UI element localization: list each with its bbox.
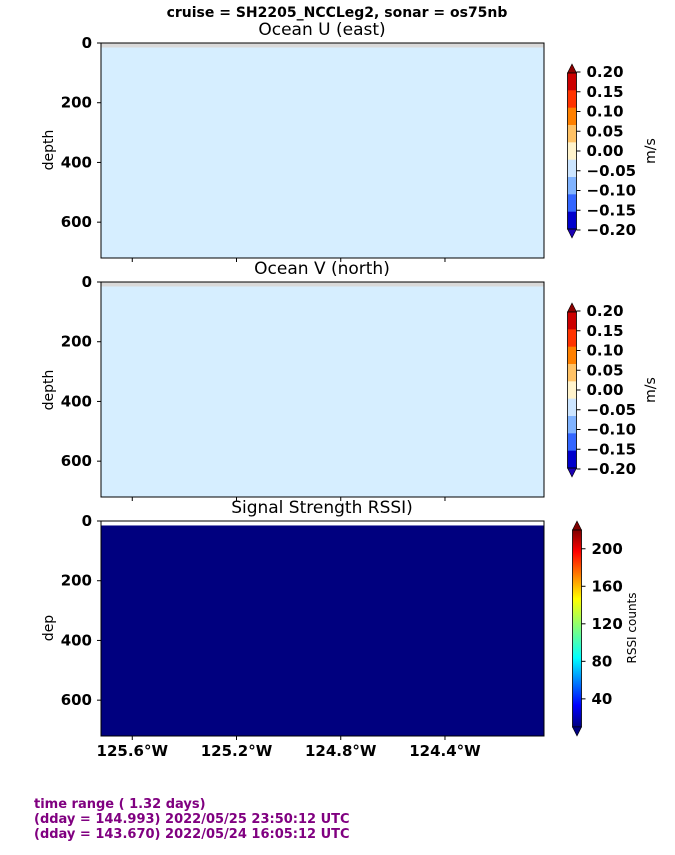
data-field	[101, 282, 544, 497]
y-tick-label: 400	[61, 392, 92, 410]
y-tick-label: 600	[61, 691, 92, 709]
colorbar-segment	[567, 346, 577, 365]
colorbar-tick-label: 0.05	[587, 361, 624, 379]
colorbar-segment	[567, 364, 577, 382]
colorbar-tick-label: −0.05	[587, 162, 637, 180]
y-tick-label: 200	[61, 94, 92, 112]
colorbar-tick-label: 200	[592, 540, 623, 558]
no-data-band	[101, 282, 544, 287]
y-tick-label: 400	[61, 153, 92, 171]
x-tick-label: 125.2°W	[201, 742, 273, 760]
colorbar-tick-label: −0.10	[587, 421, 637, 439]
axes-frame	[100, 42, 545, 259]
colorbar-tick-label: 160	[592, 577, 623, 595]
colorbar-tick-label: −0.20	[587, 221, 637, 239]
colorbar-tick-label: 40	[592, 690, 613, 708]
colorbar-tick-label: −0.15	[587, 201, 637, 219]
y-tick-label: 200	[61, 333, 92, 351]
panel-ocean-u-title: Ocean U (east)	[258, 20, 385, 40]
panel-ocean-v-title: Ocean V (north)	[254, 259, 390, 279]
time-range-footer: time range ( 1.32 days) (dday = 144.993)…	[34, 797, 350, 842]
y-tick-label: 200	[61, 572, 92, 590]
rssi-plot-area: 0 200 400 600	[61, 512, 545, 740]
time-range-start-line: (dday = 143.670) 2022/05/24 16:05:12 UTC	[34, 827, 350, 842]
colorbar-segment	[567, 211, 577, 230]
y-tick-label: 0	[82, 34, 92, 52]
colorbar-segment	[567, 416, 577, 434]
colorbar-extend-top	[567, 63, 577, 74]
colorbar-segment	[567, 450, 577, 469]
colorbar-extend-bottom	[572, 726, 582, 737]
data-field	[101, 521, 544, 736]
colorbar-extend-top	[567, 302, 577, 313]
colorbar-tick-label: 0.05	[587, 122, 624, 140]
colorbar-segment	[567, 381, 577, 400]
figure-suptitle: cruise = SH2205_NCCLeg2, sonar = os75nb	[167, 5, 508, 21]
colorbar-extend-bottom	[567, 467, 577, 478]
colorbar-segment	[567, 329, 577, 348]
ocean-v-plot-area: 0 200 400 600	[61, 273, 545, 501]
colorbar-gradient	[572, 529, 582, 728]
ocean-u-plot-area: 0 200 400 600	[61, 34, 545, 262]
ocean-v-ylabel: depth	[41, 370, 57, 411]
colorbar-tick-label: 0.00	[587, 381, 624, 399]
panel-ocean-u: Ocean U (east) 0 200 400 600 depth 0.20 0.15…	[41, 20, 659, 262]
rssi-ylabel: dep	[41, 615, 57, 642]
rssi-colorbar-label: RSSI counts	[625, 592, 639, 663]
colorbar-segment	[567, 159, 577, 178]
colorbar-segment	[567, 90, 577, 109]
no-data-band	[101, 43, 544, 48]
no-data-band	[101, 521, 544, 526]
ocean-v-colorbar-label: m/s	[643, 377, 659, 403]
ocean-v-colorbar: 0.20 0.15 0.100.05 0.00 −0.05 −0.10−0.15 −0.20	[567, 302, 637, 478]
y-tick-label: 0	[82, 273, 92, 291]
y-tick-label: 600	[61, 452, 92, 470]
time-range-line: time range ( 1.32 days)	[34, 797, 206, 812]
colorbar-extend-top	[572, 520, 582, 531]
x-tick-label: 124.4°W	[409, 742, 481, 760]
colorbar-tick-label: 0.00	[587, 142, 624, 160]
colorbar-segment	[567, 73, 577, 91]
colorbar-tick-label: 0.20	[587, 63, 624, 81]
panel-rssi: Signal Strength RSSI) 0 200 400 600 dep 40 8…	[41, 498, 639, 760]
colorbar-tick-label: −0.20	[587, 460, 637, 478]
colorbar-tick-label: 0.15	[587, 322, 624, 340]
y-tick-label: 0	[82, 512, 92, 530]
colorbar-tick-label: 80	[592, 652, 613, 670]
colorbar-tick-label: −0.15	[587, 440, 637, 458]
y-tick-label: 400	[61, 631, 92, 649]
colorbar-extend-bottom	[567, 228, 577, 239]
ocean-u-colorbar: 0.20 0.15 0.100.05 0.00 −0.05 −0.10−0.15 −0.20	[567, 63, 637, 239]
axes-frame	[100, 520, 545, 737]
colorbar-tick-label: 0.20	[587, 302, 624, 320]
panel-ocean-v: Ocean V (north) 0 200 400 600 depth 0.20 0.1…	[41, 259, 659, 501]
colorbar-segment	[567, 433, 577, 452]
colorbar-segment	[567, 142, 577, 161]
data-field	[101, 43, 544, 258]
axes-frame	[100, 281, 545, 498]
panel-rssi-title: Signal Strength RSSI)	[231, 498, 413, 518]
rssi-x-axis: 125.6°W 125.2°W 124.8°W 124.4°W	[97, 742, 482, 760]
colorbar-tick-label: 120	[592, 615, 623, 633]
colorbar-segment	[567, 177, 577, 195]
colorbar-segment	[567, 194, 577, 213]
colorbar-segment	[567, 107, 577, 126]
colorbar-tick-label: −0.05	[587, 401, 637, 419]
colorbar-segment	[567, 312, 577, 330]
x-tick-label: 125.6°W	[97, 742, 169, 760]
ocean-u-ylabel: depth	[41, 130, 57, 171]
colorbar-tick-label: 0.10	[587, 103, 624, 121]
x-tick-label: 124.8°W	[305, 742, 377, 760]
colorbar-segment	[567, 398, 577, 417]
colorbar-segment	[567, 125, 577, 143]
colorbar-tick-label: −0.10	[587, 182, 637, 200]
y-tick-label: 600	[61, 213, 92, 231]
ocean-u-colorbar-label: m/s	[643, 138, 659, 164]
colorbar-tick-label: 0.10	[587, 342, 624, 360]
colorbar-tick-label: 0.15	[587, 83, 624, 101]
time-range-end-line: (dday = 144.993) 2022/05/25 23:50:12 UTC	[34, 812, 350, 827]
rssi-colorbar: 40 80 120 160 200	[572, 520, 623, 737]
